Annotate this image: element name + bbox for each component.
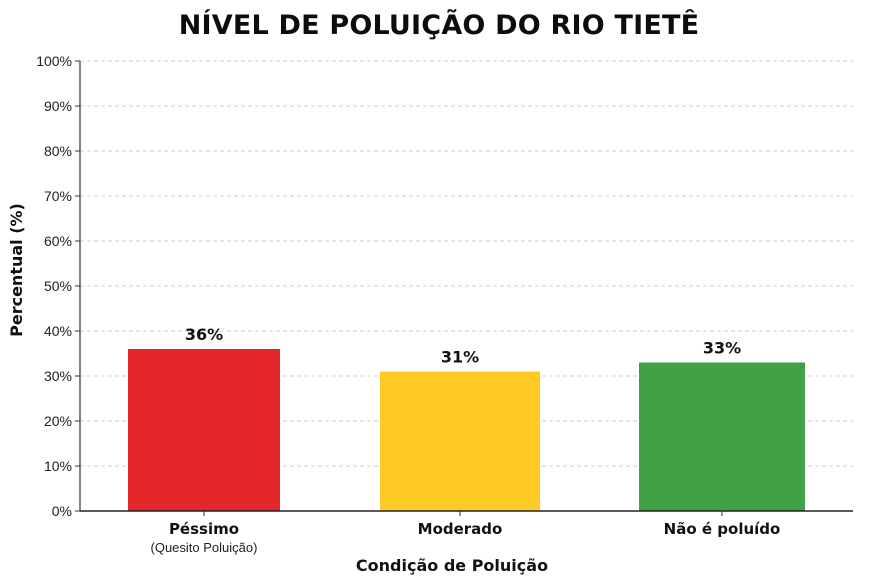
y-tick-label: 50% xyxy=(44,278,72,294)
y-tick-label: 0% xyxy=(52,503,72,519)
data-label: 31% xyxy=(441,348,479,367)
y-tick-label: 10% xyxy=(44,458,72,474)
y-tick-label: 20% xyxy=(44,413,72,429)
y-tick-label: 40% xyxy=(44,323,72,339)
x-axis-title: Condição de Poluição xyxy=(356,556,548,575)
y-axis-ticks: 0% 10% 20% 30% 40% 50% 60% 70% 80% 90% 100% xyxy=(36,53,80,519)
bar xyxy=(380,371,540,511)
x-tick-sublabel: (Quesito Poluição) xyxy=(151,540,258,555)
bars: 36% 31% 33% xyxy=(128,325,805,511)
data-label: 36% xyxy=(185,325,223,344)
x-tick-label: Moderado xyxy=(418,520,503,538)
y-tick-label: 30% xyxy=(44,368,72,384)
y-tick-label: 90% xyxy=(44,98,72,114)
y-tick-label: 70% xyxy=(44,188,72,204)
chart-title: NÍVEL DE POLUIÇÃO DO RIO TIETÊ xyxy=(178,10,700,41)
y-tick-label: 60% xyxy=(44,233,72,249)
axes xyxy=(79,61,853,512)
bar xyxy=(639,362,805,511)
y-tick-label: 100% xyxy=(36,53,72,69)
data-label: 33% xyxy=(703,339,741,358)
x-tick-label: Não é poluído xyxy=(664,520,781,538)
x-tick-label: Péssimo xyxy=(169,520,239,538)
y-axis-title: Percentual (%) xyxy=(7,203,26,337)
y-tick-label: 80% xyxy=(44,143,72,159)
bar xyxy=(128,349,280,511)
x-axis-labels: Péssimo (Quesito Poluição) Moderado Não é p… xyxy=(151,511,781,555)
